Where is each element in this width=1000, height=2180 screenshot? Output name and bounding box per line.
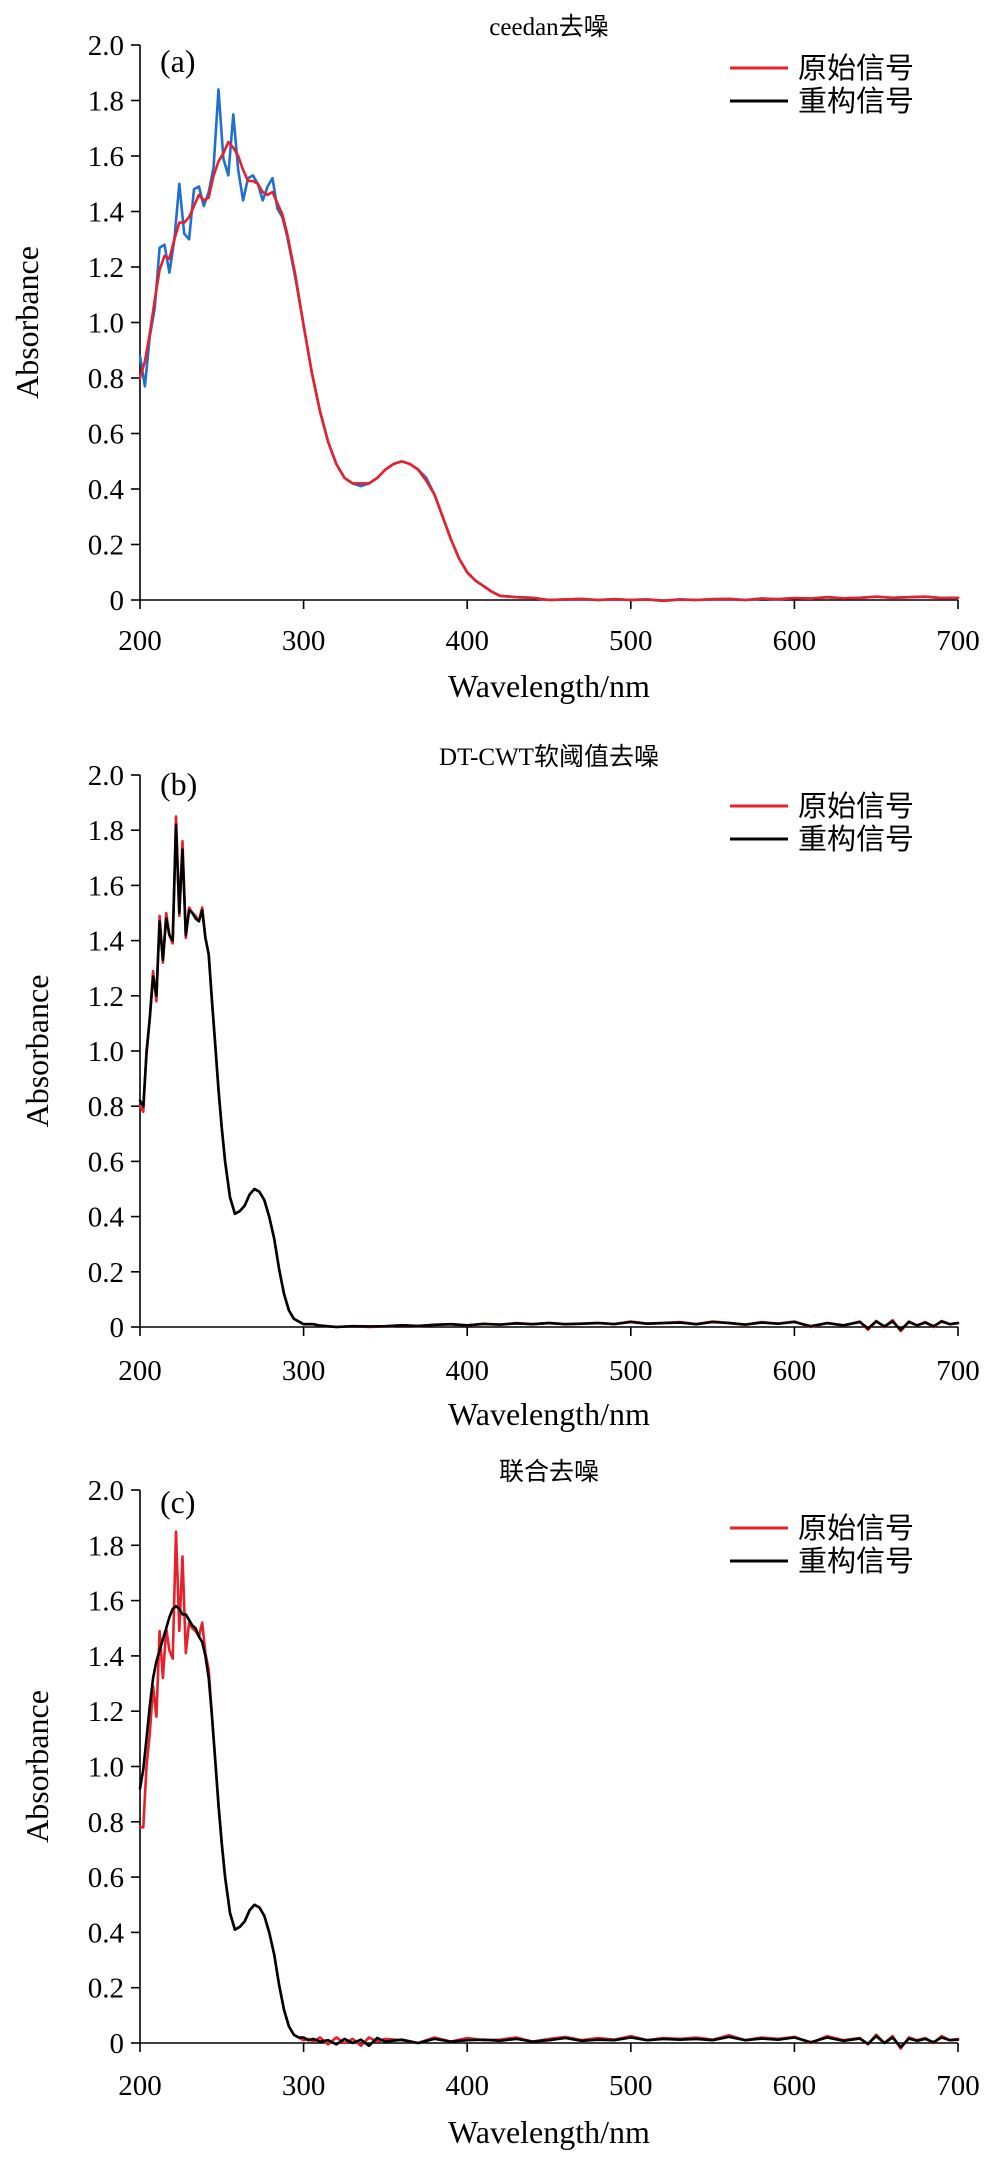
y-tick-label: 1.6 (88, 1586, 124, 1618)
series-line (138, 140, 960, 603)
x-tick-label: 300 (282, 2070, 326, 2102)
chart-panel: DT-CWT软阈值去噪 0 0.2 0.4 0.6 0.8 1.0 1.2 1.4 1.6 1.8 2… (19, 743, 980, 1432)
y-tick-label: 0.2 (88, 1973, 124, 2005)
y-tick-label: 1.4 (88, 197, 125, 229)
y-tick-label: 0 (110, 585, 125, 617)
y-tick-label: 2.0 (88, 760, 124, 792)
y-tick-label: 0.8 (88, 363, 124, 395)
y-axis-label: Absorbance (9, 246, 45, 399)
x-tick-label: 600 (773, 2070, 817, 2102)
panel-tag: (b) (160, 766, 197, 802)
x-tick-label: 300 (282, 625, 326, 657)
y-axis-label: Absorbance (19, 1690, 55, 1843)
y-tick-label: 0 (110, 2028, 125, 2060)
panel-tag: (a) (160, 43, 196, 79)
chart-title: ceedan去噪 (489, 13, 608, 41)
y-tick-label: 1.4 (88, 926, 125, 958)
x-tick-label: 500 (609, 2070, 653, 2102)
x-axis-label: Wavelength/nm (448, 2114, 650, 2150)
x-tick-label: 400 (445, 625, 489, 657)
y-axis-label: Absorbance (19, 975, 55, 1128)
y-tick-label: 1.4 (88, 1641, 125, 1673)
legend-label: 原始信号 (798, 789, 914, 823)
chart-panel: ceedan去噪 0 0.2 0.4 0.6 0.8 1.0 1.2 1.4 1.6 1.8 2.0 2… (9, 13, 980, 704)
series-line (138, 815, 960, 1333)
y-tick-label: 0.2 (88, 1257, 124, 1289)
x-tick-label: 600 (773, 1355, 817, 1387)
x-tick-label: 200 (118, 625, 162, 657)
x-tick-label: 700 (936, 2070, 980, 2102)
y-tick-label: 2.0 (88, 30, 124, 62)
x-tick-label: 400 (445, 2070, 489, 2102)
x-axis-label: Wavelength/nm (448, 668, 650, 704)
y-tick-label: 1.2 (88, 1696, 124, 1728)
y-tick-label: 1.6 (88, 141, 124, 173)
y-tick-label: 0.4 (88, 474, 125, 506)
chart-title: 联合去噪 (499, 1458, 599, 1486)
legend-label: 重构信号 (798, 822, 914, 856)
y-tick-label: 0 (110, 1312, 125, 1344)
x-tick-label: 200 (118, 2070, 162, 2102)
legend-label: 原始信号 (798, 1511, 914, 1545)
chart-title: DT-CWT软阈值去噪 (439, 743, 659, 771)
y-tick-label: 0.2 (88, 530, 124, 562)
x-tick-label: 700 (936, 625, 980, 657)
y-tick-label: 0.8 (88, 1091, 124, 1123)
legend-label: 重构信号 (798, 84, 914, 118)
y-tick-label: 0.4 (88, 1202, 125, 1234)
y-tick-label: 1.0 (88, 1752, 124, 1784)
x-tick-label: 500 (609, 625, 653, 657)
x-tick-label: 300 (282, 1355, 326, 1387)
y-tick-label: 1.0 (88, 1036, 124, 1068)
y-tick-label: 0.6 (88, 1862, 124, 1894)
panel-tag: (c) (160, 1484, 196, 1520)
chart-panel: 联合去噪 0 0.2 0.4 0.6 0.8 1.0 1.2 1.4 1.6 1.8 2.0 200 30… (19, 1458, 980, 2150)
legend-label: 原始信号 (798, 51, 914, 85)
x-tick-label: 700 (936, 1355, 980, 1387)
series-line (138, 88, 960, 603)
x-tick-label: 500 (609, 1355, 653, 1387)
y-tick-label: 1.2 (88, 252, 124, 284)
x-tick-label: 400 (445, 1355, 489, 1387)
y-tick-label: 1.2 (88, 981, 124, 1013)
x-tick-label: 200 (118, 1355, 162, 1387)
x-tick-label: 600 (773, 625, 817, 657)
y-tick-label: 0.8 (88, 1807, 124, 1839)
series-line (138, 1604, 960, 2049)
y-tick-label: 0.4 (88, 1917, 125, 1949)
y-tick-label: 1.0 (88, 308, 124, 340)
y-tick-label: 1.8 (88, 1530, 124, 1562)
y-tick-label: 1.6 (88, 870, 124, 902)
y-tick-label: 0.6 (88, 1146, 124, 1178)
legend-label: 重构信号 (798, 1544, 914, 1578)
series-line (138, 1530, 960, 2050)
y-tick-label: 1.8 (88, 815, 124, 847)
y-tick-label: 2.0 (88, 1475, 124, 1507)
x-axis-label: Wavelength/nm (448, 1396, 650, 1432)
y-tick-label: 1.8 (88, 86, 124, 118)
series-line (138, 823, 960, 1332)
y-tick-label: 0.6 (88, 419, 124, 451)
